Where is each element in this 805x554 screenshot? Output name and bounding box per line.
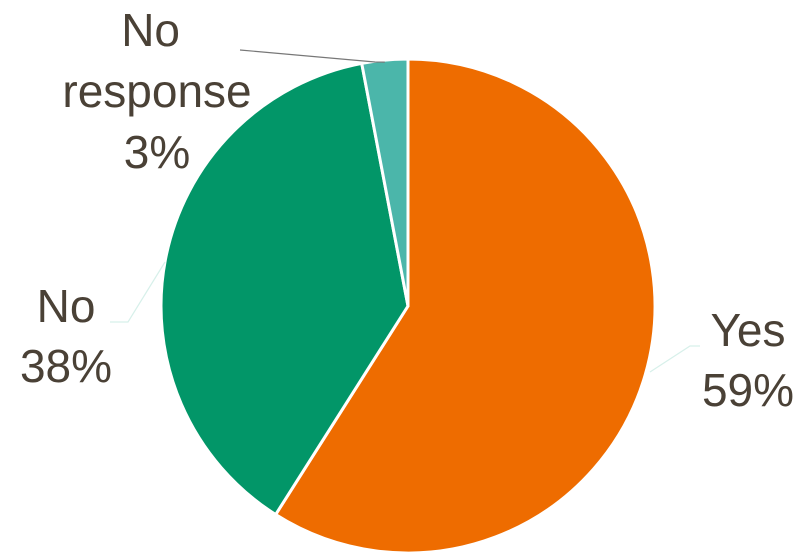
label-yes-value: 59%	[702, 364, 794, 416]
label-no-response-line1: No	[121, 4, 180, 56]
label-no-response-value: 3%	[124, 126, 190, 178]
label-no-name: No	[37, 280, 96, 332]
pie-slice-no-response	[360, 57, 410, 308]
pie-slice-no	[159, 61, 410, 517]
leader-line-no	[110, 261, 166, 323]
pie-slices	[159, 57, 657, 554]
leader-line-no-response	[239, 49, 385, 63]
leader-line-yes	[649, 345, 700, 373]
label-no-response-line2: response	[62, 65, 251, 117]
leader-lines	[110, 49, 700, 373]
label-yes-name: Yes	[710, 304, 785, 356]
pie-slice-yes	[274, 57, 657, 554]
label-no-value: 38%	[20, 340, 112, 392]
label-no-response-name: No response	[62, 4, 251, 117]
